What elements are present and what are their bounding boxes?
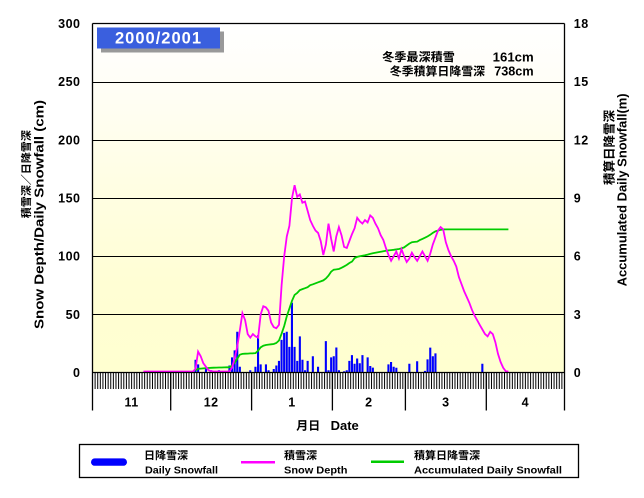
svg-text:2: 2: [365, 396, 372, 410]
svg-text:15: 15: [574, 75, 589, 89]
svg-text:3: 3: [574, 308, 581, 322]
svg-text:12: 12: [574, 133, 589, 147]
svg-text:0: 0: [574, 366, 581, 380]
svg-text:11: 11: [124, 396, 138, 410]
svg-text:0: 0: [73, 366, 80, 380]
svg-text:738cm: 738cm: [494, 64, 533, 79]
svg-text:150: 150: [58, 192, 80, 206]
svg-text:18: 18: [574, 17, 589, 31]
svg-text:12: 12: [204, 396, 219, 410]
svg-text:6: 6: [574, 250, 581, 264]
svg-text:Accumulated Daily Snowfall: Accumulated Daily Snowfall: [414, 465, 562, 476]
svg-text:3: 3: [442, 396, 449, 410]
svg-text:300: 300: [58, 17, 80, 31]
svg-text:9: 9: [574, 192, 581, 206]
svg-text:Date: Date: [331, 418, 359, 433]
svg-text:50: 50: [66, 308, 81, 322]
svg-text:Snow Depth: Snow Depth: [284, 465, 347, 476]
svg-text:2000/2001: 2000/2001: [115, 30, 202, 48]
svg-text:161cm: 161cm: [493, 49, 534, 64]
svg-text:250: 250: [58, 75, 80, 89]
svg-text:200: 200: [58, 133, 80, 147]
svg-text:Accumulated Daily Snowfall(m): Accumulated Daily Snowfall(m): [615, 93, 629, 286]
svg-text:4: 4: [522, 396, 529, 410]
svg-text:1: 1: [288, 396, 295, 410]
svg-text:Daily Snowfall: Daily Snowfall: [145, 465, 218, 476]
svg-text:100: 100: [58, 250, 80, 264]
svg-text:Snow Depth/Daily Snowfall (cm): Snow Depth/Daily Snowfall (cm): [32, 100, 46, 329]
